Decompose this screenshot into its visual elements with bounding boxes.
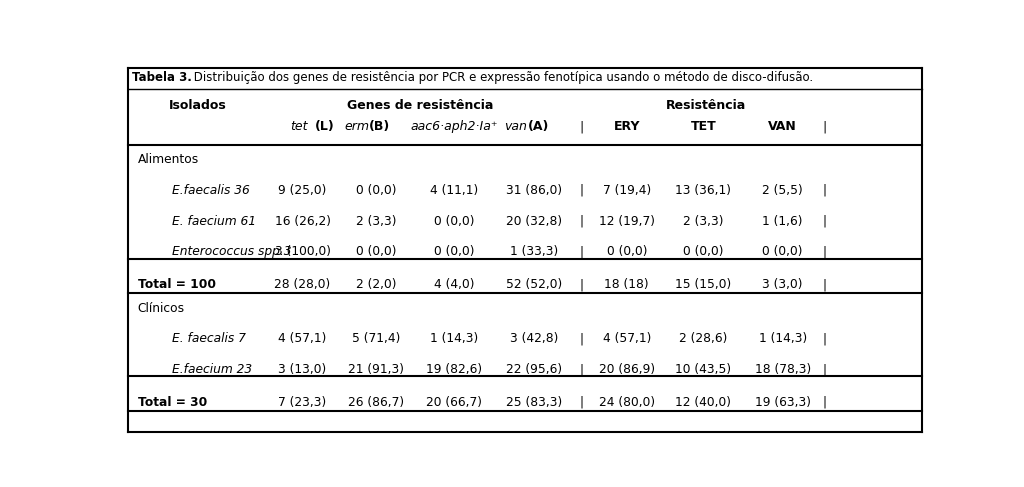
Text: |: | [580, 120, 584, 133]
Text: 22 (95,6): 22 (95,6) [506, 363, 562, 376]
Text: 7 (19,4): 7 (19,4) [603, 184, 651, 197]
Text: 18 (18): 18 (18) [604, 279, 649, 291]
Text: Tabela 3.: Tabela 3. [132, 72, 191, 84]
Text: |: | [580, 184, 584, 197]
Text: |: | [580, 245, 584, 259]
Text: |: | [580, 396, 584, 409]
Text: 18 (78,3): 18 (78,3) [755, 363, 811, 376]
Text: 20 (32,8): 20 (32,8) [506, 215, 562, 228]
Text: 0 (0,0): 0 (0,0) [606, 245, 647, 259]
Text: 24 (80,0): 24 (80,0) [599, 396, 654, 409]
Text: 2 (2,0): 2 (2,0) [355, 279, 396, 291]
Text: 25 (83,3): 25 (83,3) [506, 396, 562, 409]
Text: aac6·aph2·Ia⁺: aac6·aph2·Ia⁺ [411, 120, 498, 133]
Text: 19 (82,6): 19 (82,6) [426, 363, 482, 376]
Text: Clínicos: Clínicos [137, 301, 184, 315]
Text: VAN: VAN [768, 120, 797, 133]
Text: 26 (86,7): 26 (86,7) [348, 396, 404, 409]
Text: 4 (57,1): 4 (57,1) [279, 332, 327, 345]
Text: 7 (23,3): 7 (23,3) [279, 396, 327, 409]
Text: 12 (19,7): 12 (19,7) [599, 215, 654, 228]
Text: 3 (3,0): 3 (3,0) [763, 279, 803, 291]
Text: tet: tet [291, 120, 308, 133]
Text: |: | [580, 215, 584, 228]
Text: 13 (36,1): 13 (36,1) [676, 184, 731, 197]
Text: Total = 100: Total = 100 [137, 279, 215, 291]
Text: E. faecium 61: E. faecium 61 [172, 215, 256, 228]
Text: 2 (3,3): 2 (3,3) [683, 215, 724, 228]
Text: 0 (0,0): 0 (0,0) [355, 245, 396, 259]
Text: 1 (33,3): 1 (33,3) [510, 245, 558, 259]
Text: TET: TET [690, 120, 716, 133]
Text: 2 (28,6): 2 (28,6) [679, 332, 727, 345]
Text: (B): (B) [369, 120, 390, 133]
Text: 52 (52,0): 52 (52,0) [506, 279, 562, 291]
Text: E. faecalis 7: E. faecalis 7 [172, 332, 246, 345]
Text: 0 (0,0): 0 (0,0) [434, 215, 474, 228]
Text: 20 (66,7): 20 (66,7) [426, 396, 482, 409]
Text: Alimentos: Alimentos [137, 153, 199, 166]
Text: 3 (13,0): 3 (13,0) [279, 363, 327, 376]
Text: 16 (26,2): 16 (26,2) [274, 215, 331, 228]
Text: 20 (86,9): 20 (86,9) [599, 363, 654, 376]
Text: 2 (5,5): 2 (5,5) [762, 184, 803, 197]
Text: 4 (4,0): 4 (4,0) [434, 279, 474, 291]
Text: 1 (14,3): 1 (14,3) [430, 332, 478, 345]
Text: 1 (14,3): 1 (14,3) [759, 332, 807, 345]
Text: 4 (11,1): 4 (11,1) [430, 184, 478, 197]
Text: |: | [822, 120, 827, 133]
Text: Isolados: Isolados [169, 99, 226, 112]
Text: 15 (15,0): 15 (15,0) [675, 279, 731, 291]
Text: Distribuição dos genes de resistência por PCR e expressão fenotípica usando o mé: Distribuição dos genes de resistência po… [189, 72, 813, 84]
Text: (A): (A) [528, 120, 549, 133]
Text: 0 (0,0): 0 (0,0) [355, 184, 396, 197]
Text: 4 (57,1): 4 (57,1) [602, 332, 651, 345]
Text: |: | [822, 279, 826, 291]
Text: 3 (100,0): 3 (100,0) [274, 245, 331, 259]
Text: 0 (0,0): 0 (0,0) [763, 245, 803, 259]
Text: 9 (25,0): 9 (25,0) [279, 184, 327, 197]
Text: 3 (42,8): 3 (42,8) [510, 332, 558, 345]
Text: Total = 30: Total = 30 [137, 396, 207, 409]
Text: (L): (L) [315, 120, 335, 133]
Text: Resistência: Resistência [666, 99, 746, 112]
Text: 1 (1,6): 1 (1,6) [763, 215, 803, 228]
Text: E.faecium 23: E.faecium 23 [172, 363, 252, 376]
Text: 0 (0,0): 0 (0,0) [683, 245, 724, 259]
Text: Genes de resistência: Genes de resistência [347, 99, 494, 112]
Text: |: | [822, 363, 826, 376]
Text: |: | [580, 363, 584, 376]
Text: 2 (3,3): 2 (3,3) [355, 215, 396, 228]
Text: |: | [822, 215, 826, 228]
Text: |: | [822, 396, 826, 409]
Text: Enterococcus spp.3: Enterococcus spp.3 [172, 245, 291, 259]
Text: 21 (91,3): 21 (91,3) [348, 363, 404, 376]
Text: 28 (28,0): 28 (28,0) [274, 279, 331, 291]
Text: 31 (86,0): 31 (86,0) [506, 184, 562, 197]
Text: |: | [580, 279, 584, 291]
Text: |: | [822, 245, 826, 259]
Text: erm: erm [345, 120, 370, 133]
Text: ERY: ERY [613, 120, 640, 133]
Text: 0 (0,0): 0 (0,0) [434, 245, 474, 259]
Text: van: van [504, 120, 527, 133]
Text: |: | [822, 184, 826, 197]
Text: 5 (71,4): 5 (71,4) [352, 332, 400, 345]
Text: 12 (40,0): 12 (40,0) [676, 396, 731, 409]
Text: E.faecalis 36: E.faecalis 36 [172, 184, 250, 197]
Text: 19 (63,3): 19 (63,3) [755, 396, 811, 409]
Text: |: | [822, 332, 826, 345]
Text: |: | [580, 332, 584, 345]
Text: 10 (43,5): 10 (43,5) [675, 363, 731, 376]
